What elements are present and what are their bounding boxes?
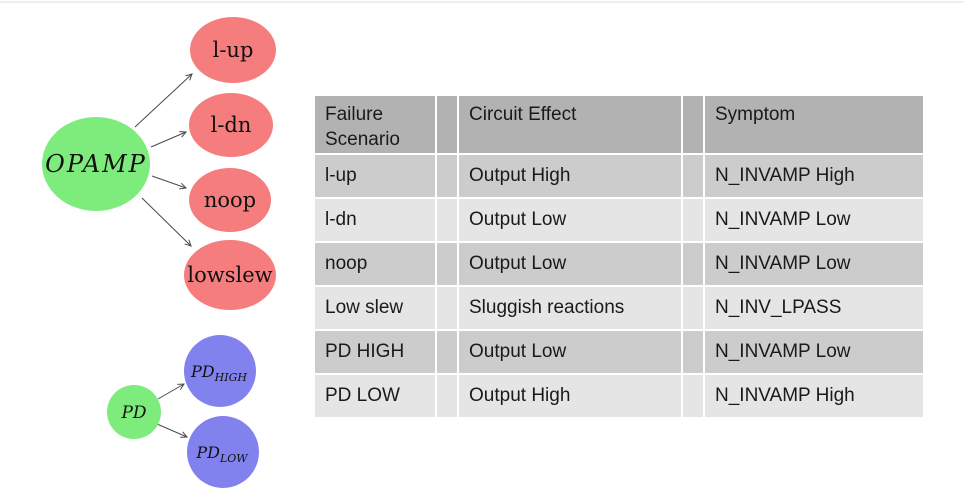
table-row: l-up Output High N_INVAMP High xyxy=(315,155,923,197)
header-separator-2 xyxy=(683,96,703,153)
cell-separator xyxy=(683,375,703,417)
table-row: PD LOW Output High N_INVAMP High xyxy=(315,375,923,417)
lowslew-node-label: lowslew xyxy=(187,263,272,287)
pd-low-node-label: PDLOW xyxy=(195,443,249,465)
table-row: PD HIGH Output Low N_INVAMP Low xyxy=(315,331,923,373)
noop-node-label: noop xyxy=(204,188,256,212)
cell-separator xyxy=(437,155,457,197)
cell-separator xyxy=(437,375,457,417)
cell-symptom: N_INVAMP High xyxy=(705,375,923,417)
pd-high-node-label: PDHIGH xyxy=(190,362,247,384)
cell-symptom: N_INVAMP Low xyxy=(705,199,923,241)
cell-effect: Sluggish reactions xyxy=(459,287,681,329)
pd-low-subscript: LOW xyxy=(219,452,249,465)
cell-symptom: N_INVAMP Low xyxy=(705,331,923,373)
cell-separator xyxy=(437,199,457,241)
table-row: l-dn Output Low N_INVAMP Low xyxy=(315,199,923,241)
cell-scenario: PD LOW xyxy=(315,375,435,417)
cell-scenario: l-dn xyxy=(315,199,435,241)
cell-scenario: l-up xyxy=(315,155,435,197)
cell-separator xyxy=(437,243,457,285)
edge-opamp-ldn xyxy=(150,131,188,148)
cell-scenario: noop xyxy=(315,243,435,285)
cell-separator xyxy=(683,331,703,373)
cell-separator xyxy=(683,155,703,197)
ldn-node-label: l-dn xyxy=(211,113,252,137)
cell-effect: Output Low xyxy=(459,199,681,241)
ldn-node xyxy=(189,93,273,157)
header-circuit-effect: Circuit Effect xyxy=(459,96,681,153)
page-top-divider xyxy=(0,1,964,3)
header-failure-scenario: Failure Scenario xyxy=(315,96,435,153)
cell-symptom: N_INVAMP Low xyxy=(705,243,923,285)
cell-separator xyxy=(683,287,703,329)
failure-scenario-table: Failure Scenario Circuit Effect Symptom … xyxy=(313,94,925,419)
table-row: noop Output Low N_INVAMP Low xyxy=(315,243,923,285)
fault-tree-diagram: OPAMP l-up l-dn noop lowslew PD PDHIGH P… xyxy=(42,17,276,488)
table-header-row: Failure Scenario Circuit Effect Symptom xyxy=(315,96,923,153)
cell-symptom: N_INV_LPASS xyxy=(705,287,923,329)
cell-symptom: N_INVAMP High xyxy=(705,155,923,197)
opamp-node-label: OPAMP xyxy=(45,150,147,178)
cell-effect: Output Low xyxy=(459,331,681,373)
pd-low-node xyxy=(187,416,259,488)
edge-pd-high xyxy=(157,383,185,400)
pd-high-node xyxy=(184,335,256,407)
edge-opamp-noop xyxy=(151,175,188,190)
cell-separator xyxy=(437,287,457,329)
cell-separator xyxy=(683,199,703,241)
cell-effect: Output Low xyxy=(459,243,681,285)
header-separator-1 xyxy=(437,96,457,153)
opamp-node xyxy=(42,117,150,211)
cell-separator xyxy=(683,243,703,285)
lup-node-label: l-up xyxy=(213,38,254,62)
edge-opamp-lowslew xyxy=(141,197,192,247)
edge-pd-low xyxy=(156,423,189,438)
cell-scenario: PD HIGH xyxy=(315,331,435,373)
header-symptom: Symptom xyxy=(705,96,923,153)
lup-node xyxy=(190,17,276,83)
cell-effect: Output High xyxy=(459,155,681,197)
cell-effect: Output High xyxy=(459,375,681,417)
cell-separator xyxy=(437,331,457,373)
pd-node-label: PD xyxy=(120,403,146,423)
pd-node xyxy=(107,385,161,439)
noop-node xyxy=(189,168,271,232)
cell-scenario: Low slew xyxy=(315,287,435,329)
table-row: Low slew Sluggish reactions N_INV_LPASS xyxy=(315,287,923,329)
lowslew-node xyxy=(184,240,276,310)
edge-opamp-lup xyxy=(134,73,193,128)
pd-high-subscript: HIGH xyxy=(214,371,248,384)
